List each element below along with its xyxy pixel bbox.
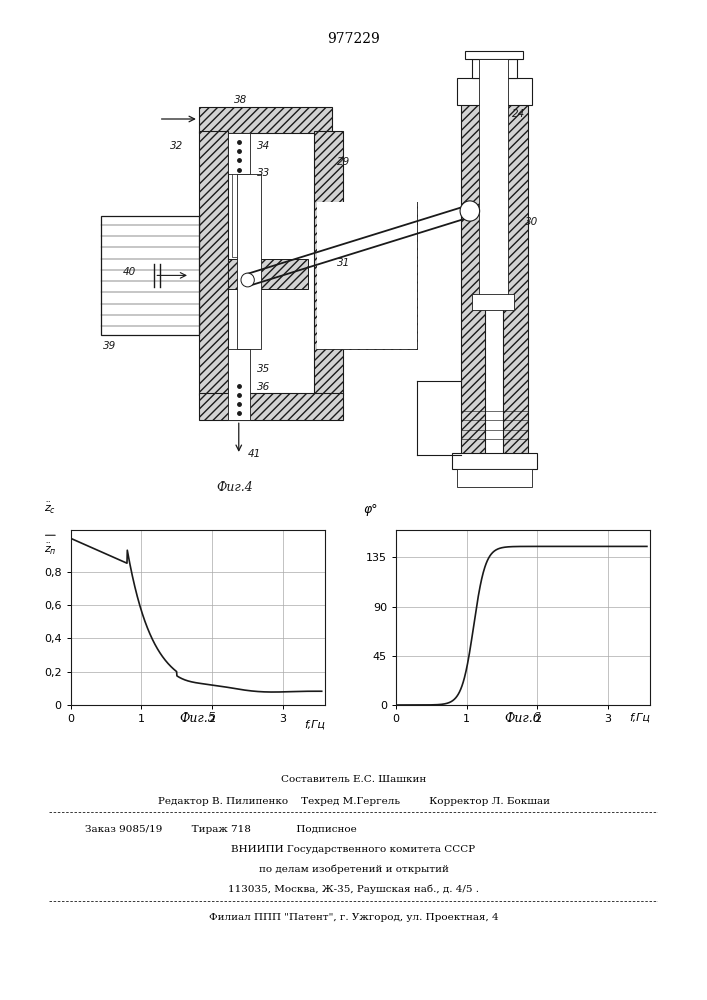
Text: 40: 40 <box>123 267 136 277</box>
Circle shape <box>241 273 255 287</box>
Bar <box>101 216 199 335</box>
Text: по делам изобретений и открытий: по делам изобретений и открытий <box>259 865 448 874</box>
Bar <box>317 202 416 349</box>
Bar <box>199 130 228 395</box>
Text: 38: 38 <box>234 95 247 105</box>
Text: 36: 36 <box>257 382 270 392</box>
Text: 29: 29 <box>337 157 350 167</box>
Text: Редактор В. Пилипенко    Техред М.Гергель         Корректор Л. Бокшаи: Редактор В. Пилипенко Техред М.Гергель К… <box>158 797 549 806</box>
Text: 24: 24 <box>512 109 525 119</box>
Bar <box>232 174 245 257</box>
Text: ВНИИПИ Государственного комитета СССР: ВНИИПИ Государственного комитета СССР <box>231 845 476 854</box>
Text: 34: 34 <box>257 141 270 151</box>
Text: f,Гц: f,Гц <box>629 713 650 723</box>
Text: 41: 41 <box>247 449 261 459</box>
Text: 33: 33 <box>257 168 270 178</box>
Bar <box>317 202 416 349</box>
Text: Заказ 9085/19         Тираж 718              Подписное: Заказ 9085/19 Тираж 718 Подписное <box>85 825 356 834</box>
Text: 977229: 977229 <box>327 32 380 46</box>
Text: Фиг.6: Фиг.6 <box>505 712 542 725</box>
Text: $\ddot{z}_c$: $\ddot{z}_c$ <box>45 501 57 516</box>
Text: 30: 30 <box>525 217 539 227</box>
Bar <box>503 96 527 455</box>
Bar <box>472 59 517 78</box>
Text: Фиг.4: Фиг.4 <box>216 481 252 494</box>
Text: 113035, Москва, Ж-35, Раушская наб., д. 4/5 .: 113035, Москва, Ж-35, Раушская наб., д. … <box>228 885 479 894</box>
Text: Составитель Е.С. Шашкин: Составитель Е.С. Шашкин <box>281 775 426 784</box>
Bar <box>228 133 250 174</box>
Bar <box>479 59 508 303</box>
Text: 32: 32 <box>170 141 183 151</box>
Bar <box>317 202 416 349</box>
Bar <box>228 349 250 420</box>
Text: 31: 31 <box>337 258 350 268</box>
Bar <box>457 78 532 105</box>
Bar <box>465 51 523 59</box>
Bar <box>199 393 343 420</box>
Text: 39: 39 <box>103 341 117 351</box>
Text: φ°: φ° <box>363 503 378 516</box>
Text: Фиг.5: Фиг.5 <box>180 712 216 725</box>
Bar <box>228 259 308 289</box>
Text: Филиал ППП "Патент", г. Ужгород, ул. Проектная, 4: Филиал ППП "Патент", г. Ужгород, ул. Про… <box>209 913 498 922</box>
Bar <box>452 452 537 469</box>
Bar <box>472 294 514 310</box>
Text: $\ddot{z}_п$: $\ddot{z}_п$ <box>44 542 57 557</box>
Bar <box>237 174 261 349</box>
Bar <box>461 96 486 455</box>
Bar <box>457 469 532 487</box>
Bar <box>315 130 343 395</box>
Circle shape <box>460 201 479 221</box>
Text: 35: 35 <box>257 364 270 374</box>
Bar <box>199 107 332 133</box>
Text: f,Гц: f,Гц <box>304 720 325 730</box>
